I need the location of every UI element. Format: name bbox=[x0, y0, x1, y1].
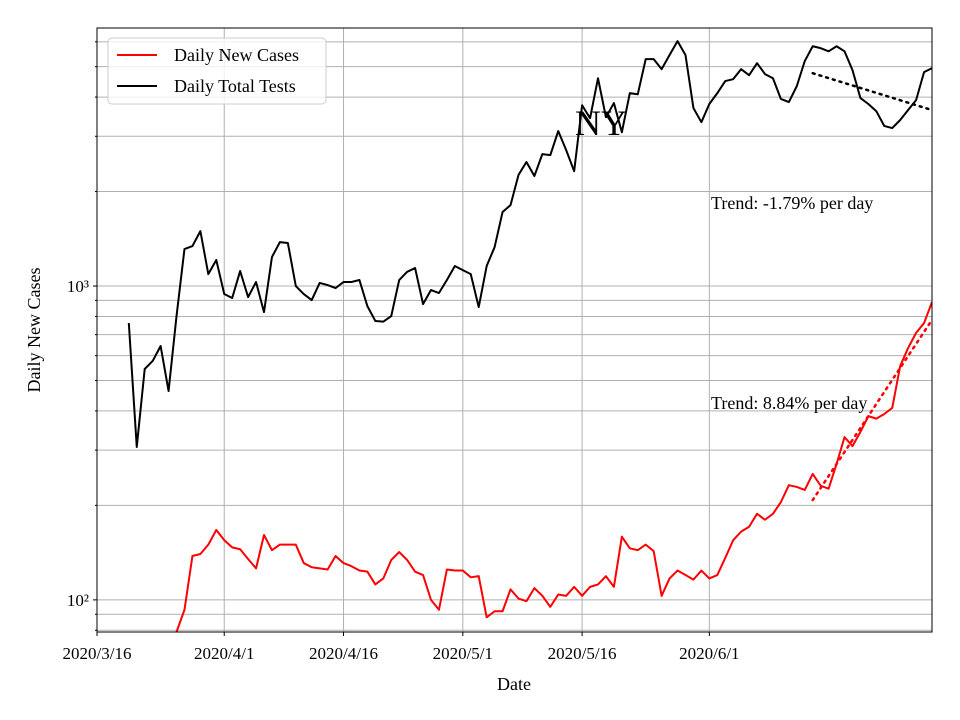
trend-label: Trend: -1.79% per day bbox=[711, 193, 873, 213]
trend-label: Trend: 8.84% per day bbox=[711, 393, 867, 413]
trend-line bbox=[811, 318, 932, 502]
x-tick-label: 2020/5/16 bbox=[548, 644, 617, 663]
legend-label: Daily Total Tests bbox=[174, 76, 296, 96]
axes: 10² 10³ 2020/3/16 2020/4/1 2020/4/16 2020/5/1… bbox=[63, 27, 933, 663]
series-line bbox=[127, 40, 932, 448]
y-tick-label: 10³ bbox=[67, 277, 89, 296]
annotation: NY bbox=[575, 103, 627, 143]
plot-area bbox=[127, 40, 932, 632]
legend-box bbox=[107, 37, 327, 105]
x-tick-label: 2020/4/1 bbox=[194, 644, 254, 663]
y-tick-label: 10² bbox=[67, 591, 89, 610]
x-tick-label: 2020/4/16 bbox=[309, 644, 378, 663]
x-tick-label: 2020/3/16 bbox=[63, 644, 132, 663]
trend-line bbox=[811, 71, 932, 112]
legend: Daily New Cases Daily Total Tests bbox=[107, 37, 327, 105]
axes-frame bbox=[96, 27, 933, 633]
x-axis-label: Date bbox=[497, 674, 531, 694]
legend-label: Daily New Cases bbox=[174, 45, 299, 65]
y-axis-label: Daily New Cases bbox=[24, 268, 44, 393]
series-line bbox=[175, 301, 932, 632]
x-tick-label: 2020/6/1 bbox=[679, 644, 739, 663]
x-tick-label: 2020/5/1 bbox=[433, 644, 493, 663]
